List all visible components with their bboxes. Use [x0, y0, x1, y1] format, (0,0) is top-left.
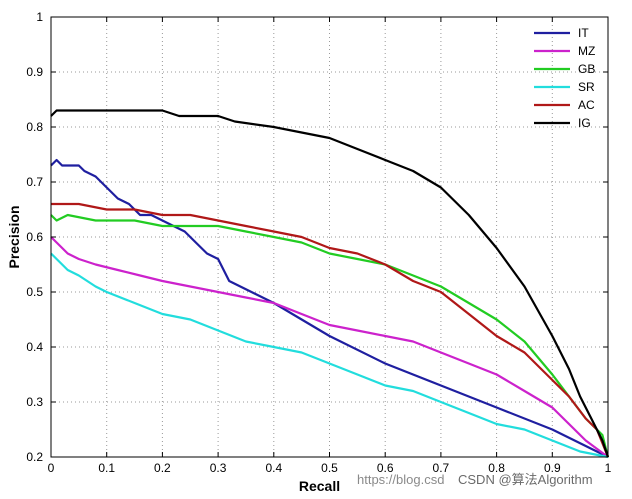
watermark-url: https://blog.csd	[357, 472, 444, 487]
legend-label-it: IT	[578, 26, 589, 40]
legend: IT MZ GB SR AC IG	[534, 26, 595, 130]
series-line-ac	[51, 202, 610, 458]
y-tick-label: 0.7	[26, 175, 43, 189]
x-tick-label: 1	[605, 461, 612, 475]
y-tick-label: 0.5	[26, 285, 43, 299]
x-tick-label: 0	[48, 461, 55, 475]
x-tick-label: 0.2	[154, 461, 171, 475]
series-line-ig	[50, 109, 610, 458]
legend-label-sr: SR	[578, 80, 595, 94]
x-axis-label: Recall	[299, 478, 340, 494]
x-tick-label: 0.5	[321, 461, 338, 475]
series-line-sr	[50, 252, 609, 459]
x-tick-label: 0.3	[210, 461, 227, 475]
y-tick-label: 0.9	[26, 65, 43, 79]
x-tick-label: 0.7	[433, 461, 450, 475]
legend-label-mz: MZ	[578, 44, 595, 58]
y-tick-label: 1	[36, 10, 43, 24]
series-line-mz	[50, 236, 609, 458]
x-tick-label: 0.9	[544, 461, 561, 475]
legend-label-ig: IG	[578, 116, 591, 130]
y-tick-label: 0.6	[26, 230, 43, 244]
x-tick-label: 0.1	[98, 461, 115, 475]
y-tick-label: 0.4	[26, 340, 43, 354]
y-tick-label: 0.2	[26, 450, 43, 464]
y-axis-label: Precision	[6, 205, 22, 268]
x-tick-label: 0.4	[265, 461, 282, 475]
legend-label-ac: AC	[578, 98, 595, 112]
x-tick-label: 0.6	[377, 461, 394, 475]
legend-label-gb: GB	[578, 62, 595, 76]
watermark-brand: CSDN @算法Algorithm	[458, 472, 593, 487]
series-lines	[50, 109, 610, 459]
axis-ticks: 0 0.1 0.2 0.3 0.4 0.5 0.6 0.7 0.8 0.9 1 0.2 0.3 0.4 0.…	[26, 10, 611, 475]
y-tick-label: 0.8	[26, 120, 43, 134]
y-tick-label: 0.3	[26, 395, 43, 409]
x-tick-label: 0.8	[488, 461, 505, 475]
